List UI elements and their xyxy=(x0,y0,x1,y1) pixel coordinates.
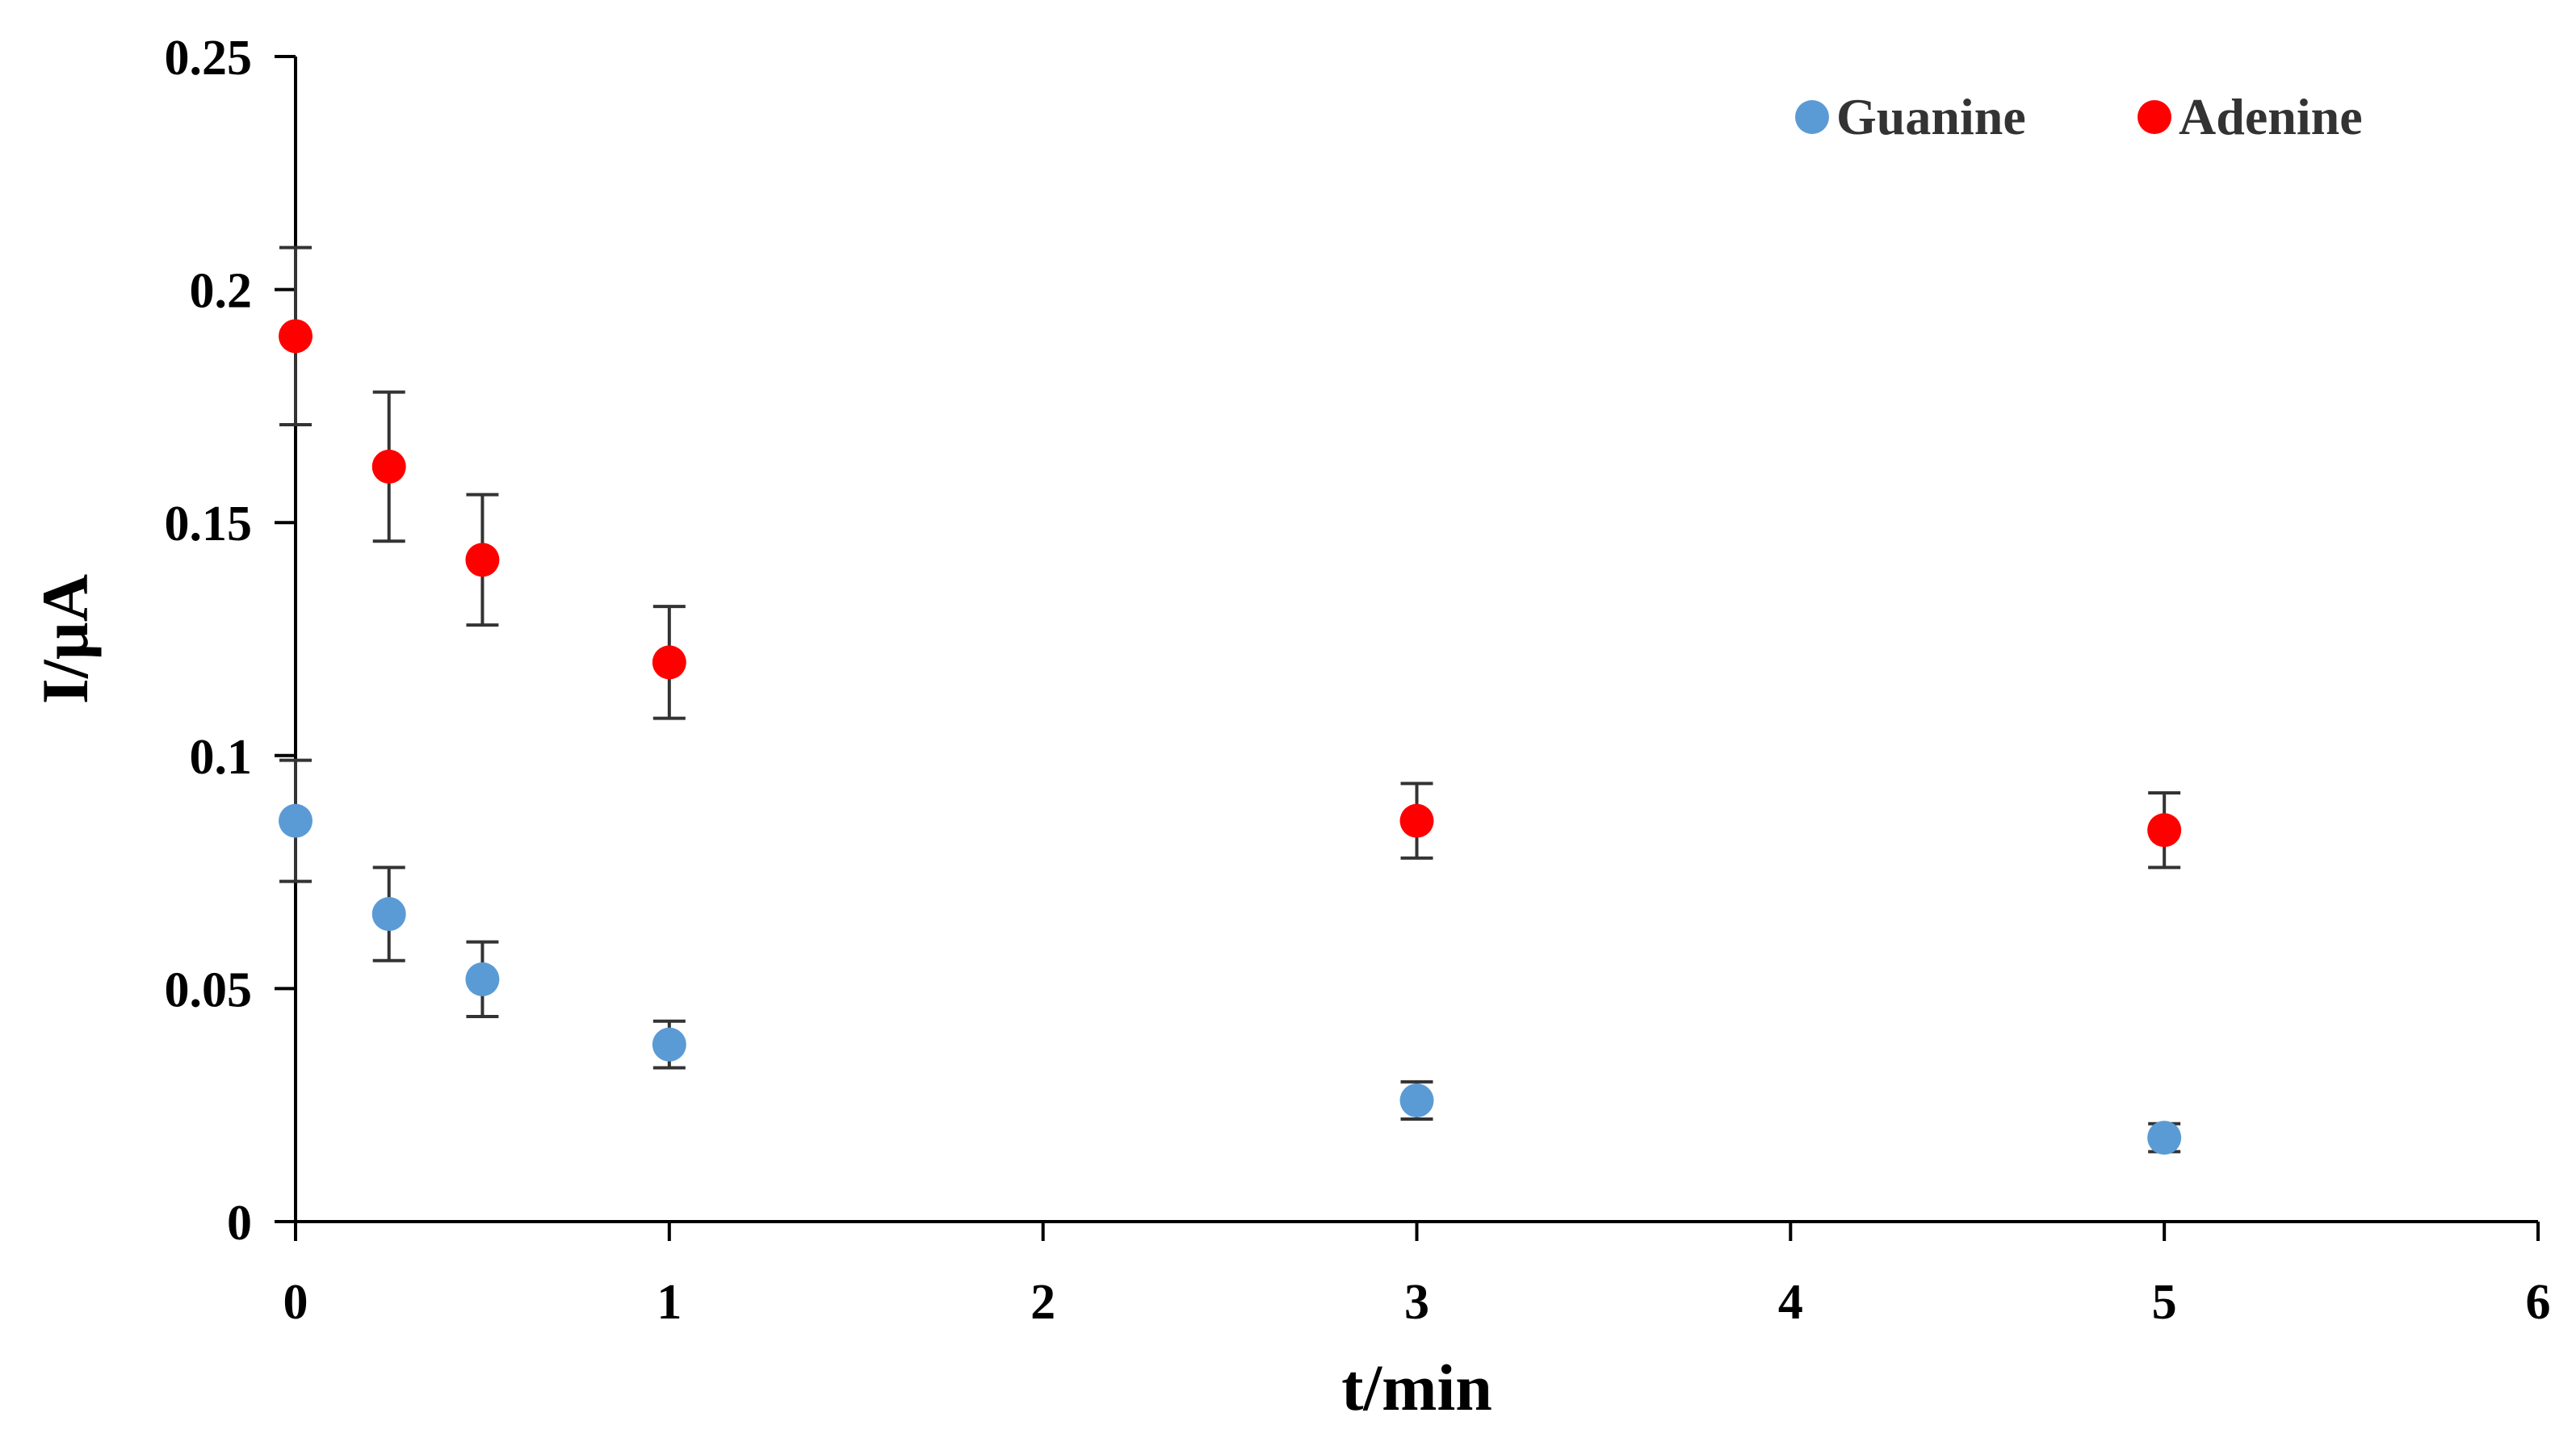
data-point-adenine xyxy=(2147,813,2182,848)
y-tick-label: 0.05 xyxy=(165,962,253,1017)
x-tick-label: 3 xyxy=(1404,1275,1429,1330)
data-points xyxy=(279,319,2182,1155)
x-axis-title: t/min xyxy=(1341,1351,1492,1424)
y-tick-label: 0.1 xyxy=(190,730,253,785)
data-point-adenine xyxy=(279,319,313,354)
y-tick-label: 0.25 xyxy=(165,31,253,86)
error-bars xyxy=(279,245,2181,1154)
legend: Guanine Adenine xyxy=(1795,88,2363,145)
legend-label-guanine: Guanine xyxy=(1836,88,2026,145)
data-point-guanine xyxy=(1399,1083,1434,1117)
y-tick-label: 0.2 xyxy=(190,264,253,319)
x-tick-label: 6 xyxy=(2526,1275,2551,1330)
y-tick-label: 0.15 xyxy=(165,497,253,551)
x-tick-label: 2 xyxy=(1030,1275,1055,1330)
data-point-adenine xyxy=(371,449,406,484)
data-point-adenine xyxy=(1399,803,1434,838)
x-tick-label: 4 xyxy=(1778,1275,1803,1330)
x-tick-label: 5 xyxy=(2152,1275,2177,1330)
y-tick-label: 0 xyxy=(227,1196,252,1251)
y-axis-title: I/µA xyxy=(28,574,102,704)
legend-marker-adenine xyxy=(2138,100,2171,134)
axes xyxy=(294,57,2538,1223)
data-point-guanine xyxy=(465,962,500,996)
data-point-adenine xyxy=(465,543,500,577)
ticks: 0 0.05 0.1 0.15 0.2 0.25 0 1 2 3 4 5 6 xyxy=(165,31,2551,1330)
data-point-adenine xyxy=(652,645,686,680)
data-point-guanine xyxy=(279,803,313,838)
legend-label-adenine: Adenine xyxy=(2179,88,2363,145)
data-point-guanine xyxy=(652,1027,686,1062)
x-tick-label: 0 xyxy=(283,1275,308,1330)
data-point-guanine xyxy=(2147,1121,2182,1155)
legend-marker-guanine xyxy=(1795,100,1829,134)
x-tick-label: 1 xyxy=(657,1275,682,1330)
data-point-guanine xyxy=(371,897,406,932)
